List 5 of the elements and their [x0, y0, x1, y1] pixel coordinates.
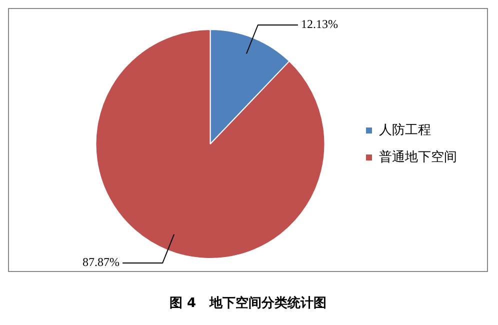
legend-label: 人防工程: [379, 122, 431, 138]
data-label: 87.87%: [82, 255, 120, 270]
text: 图 4 地下空间分类统计图: [168, 294, 328, 312]
data-label: 12.13%: [300, 17, 338, 32]
legend-label: 普通地下空间: [379, 148, 457, 165]
